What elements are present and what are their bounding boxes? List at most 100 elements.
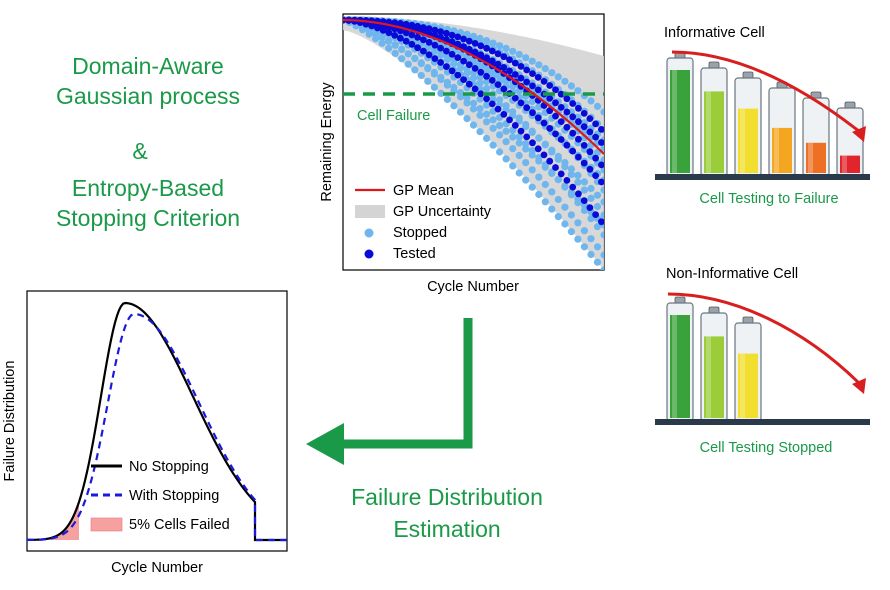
stopped-cell-point (391, 41, 399, 49)
stopped-cell-point (567, 188, 576, 196)
tested-cell-point (420, 36, 427, 44)
stopped-cell-point (450, 83, 458, 91)
stopped-cell-point (456, 89, 465, 97)
stopped-cell-point (574, 235, 582, 243)
tested-cell-point (454, 33, 462, 41)
tested-cell-point (563, 108, 571, 116)
non-informative-battery-charge (670, 315, 690, 418)
stopped-cell-point (528, 166, 536, 174)
tested-cell-point (465, 45, 473, 53)
tested-cell-point (506, 56, 513, 64)
tested-cell-point (586, 128, 594, 136)
stopped-cell-point (561, 203, 569, 211)
stopped-cell-point (587, 215, 595, 223)
stopped-cell-point (561, 220, 569, 228)
tested-cell-point (402, 37, 410, 45)
legend-tested-swatch (364, 249, 374, 259)
tested-cell-point (575, 135, 582, 143)
tested-cell-point (563, 123, 571, 131)
title-line-2: Gaussian process (56, 83, 240, 109)
stopped-cell-point (430, 83, 438, 91)
stopped-cell-point (476, 34, 484, 43)
stopped-cell-point (561, 77, 569, 85)
tested-cell-point (540, 78, 548, 85)
title-line-4: Stopping Criterion (56, 205, 240, 231)
stopped-cell-point (587, 97, 595, 105)
tested-cell-point (580, 110, 588, 117)
stopped-cell-point (515, 133, 523, 141)
stopped-cell-point (443, 95, 451, 104)
tested-cell-point (448, 38, 456, 46)
stopped-cell-point (463, 99, 471, 107)
tested-cell-point (425, 39, 433, 46)
tested-cell-point (420, 24, 427, 31)
stopped-cell-point (522, 140, 530, 148)
non-informative-baseline (655, 419, 870, 425)
stopped-cell-point (541, 65, 549, 73)
stopped-cell-point (456, 108, 465, 116)
tested-cell-point (471, 40, 479, 47)
legend-failed-swatch (90, 517, 123, 532)
tested-cell-point (586, 148, 594, 156)
tested-cell-point (575, 104, 582, 112)
stopped-cell-point (554, 195, 562, 204)
stopped-cell-point (437, 49, 445, 57)
tested-cell-point (471, 65, 479, 72)
legend-with-stopping-label: With Stopping (129, 488, 219, 504)
informative-decline-arrowhead (852, 126, 866, 142)
stopped-cell-point (483, 118, 491, 126)
tested-cell-point (443, 63, 450, 70)
tested-cell-point (569, 183, 577, 191)
stopped-cell-point (469, 32, 478, 40)
tested-cell-point (540, 151, 548, 159)
tested-cell-point (483, 95, 490, 103)
stopped-cell-point (541, 140, 549, 148)
tested-cell-point (477, 42, 485, 50)
title-line-3: Entropy-Based (72, 175, 224, 201)
stopped-cell-point (502, 127, 510, 135)
tested-cell-point (557, 90, 565, 98)
stopped-cell-point (476, 111, 484, 119)
non-informative-cell-title: Non-Informative Cell (666, 266, 798, 282)
tested-cell-point (563, 141, 571, 149)
tested-cell-point (586, 115, 594, 122)
stopped-cell-point (411, 66, 419, 74)
tested-cell-point (431, 41, 439, 49)
stopped-cell-point (600, 144, 604, 152)
legend-no-stopping-label: No Stopping (129, 459, 209, 475)
tested-cell-point (598, 126, 604, 133)
stopped-cell-point (522, 123, 530, 131)
flow-label-line-1: Failure Distribution (351, 484, 543, 510)
tested-cell-point (465, 37, 473, 45)
informative-battery-shine (740, 108, 745, 173)
non-informative-battery (666, 296, 694, 422)
stopped-cell-point (574, 87, 582, 95)
stopped-cell-point (398, 45, 406, 54)
tested-cell-point (425, 25, 433, 33)
tested-cell-point (431, 55, 439, 62)
tested-cell-point (483, 54, 490, 62)
tested-cell-point (511, 59, 519, 67)
informative-battery-shine (808, 142, 813, 173)
stopped-cell-point (489, 39, 497, 47)
legend-stopped-label: Stopped (393, 225, 447, 241)
tested-cell-point (437, 44, 444, 52)
tested-cell-point (546, 82, 554, 89)
title-ampersand: & (132, 138, 147, 164)
stopped-cell-point (535, 190, 543, 199)
stopped-cell-point (541, 163, 549, 171)
stopped-cell-point (385, 44, 393, 52)
tested-cell-point (397, 34, 404, 42)
stopped-cell-point (417, 71, 425, 80)
tested-cell-point (460, 57, 467, 65)
stopped-cell-point (600, 186, 604, 194)
tested-cell-point (511, 71, 519, 78)
stopped-cell-point (463, 115, 471, 123)
stopped-cell-point (541, 198, 549, 206)
tested-cell-point (552, 99, 559, 107)
tested-cell-point (569, 100, 577, 107)
stopped-cell-point (554, 213, 562, 221)
stopped-cell-point (593, 191, 602, 199)
stopped-cell-point (587, 184, 595, 193)
legend-gp-uncertainty-label: GP Uncertainty (393, 204, 492, 220)
